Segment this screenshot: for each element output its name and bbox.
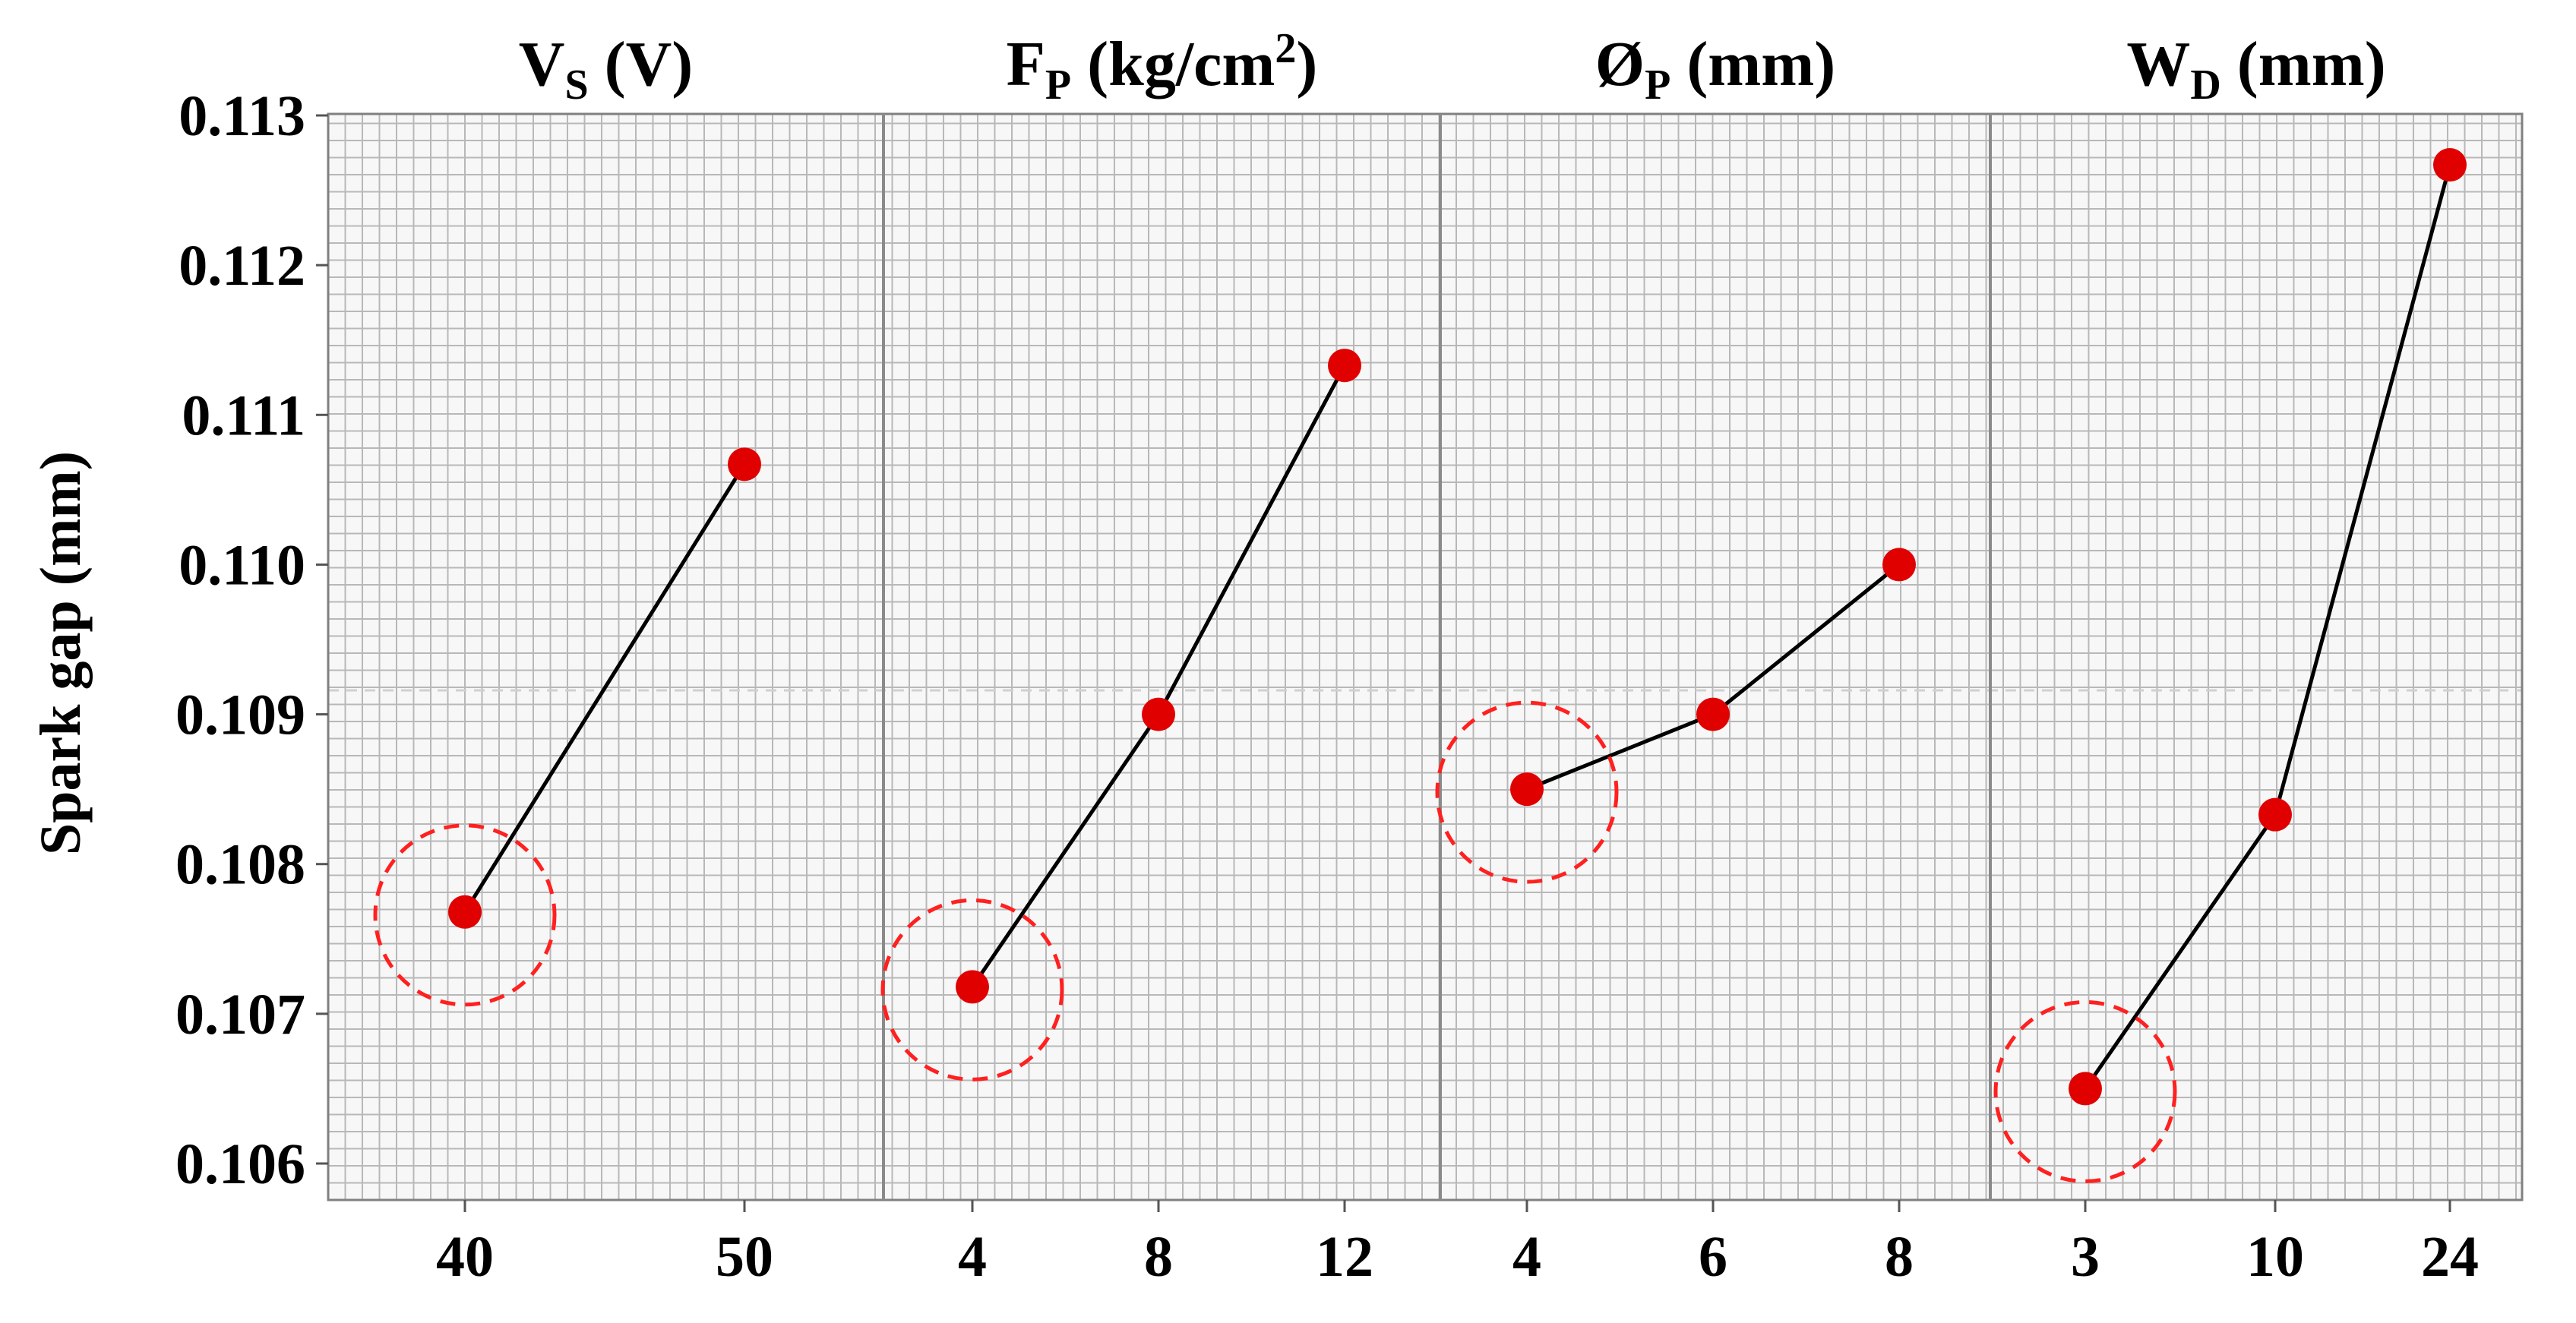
optimal-highlight-circle-vs [373,823,557,1007]
x-tick-label: 8 [1885,1225,1914,1289]
data-point-dp-6 [1696,697,1730,731]
plot-frame [327,112,2524,1201]
panel-title-vs: VS (V) [519,29,693,109]
optimal-highlight-circle-wd [1993,999,2177,1183]
data-point-dp-8 [1882,548,1916,582]
x-tick-label: 3 [2071,1225,2100,1289]
y-tick-label: 0.107 [175,983,305,1047]
y-tick-label: 0.113 [179,84,305,148]
x-tick-label: 4 [1512,1225,1541,1289]
data-point-vs-40 [448,895,482,929]
data-point-fp-12 [1328,349,1361,383]
x-tick-label: 24 [2421,1225,2479,1289]
data-point-fp-8 [1142,697,1175,731]
data-point-wd-10 [2258,797,2292,832]
series-points-layer [373,148,2467,1183]
optimal-highlight-circle-fp [880,898,1064,1081]
y-tick-label: 0.112 [179,234,305,298]
x-tick-label: 50 [716,1225,773,1289]
x-tick-label: 8 [1144,1225,1173,1289]
y-axis-label: Spark gap (mm) [29,451,93,855]
x-tick-label: 4 [958,1225,987,1289]
x-tick-label: 40 [436,1225,494,1289]
x-tick-label: 10 [2246,1225,2304,1289]
y-tick-label: 0.111 [182,384,305,447]
panel-title-wd: WD (mm) [2126,29,2385,109]
data-point-wd-3 [2069,1072,2102,1106]
data-point-fp-4 [956,970,989,1004]
data-point-dp-4 [1510,772,1544,807]
y-tick-label: 0.106 [175,1132,305,1196]
y-tick-label: 0.108 [175,833,305,897]
panel-title-fp: FP (kg/cm2) [1007,25,1318,109]
x-tick-label: 12 [1316,1225,1373,1289]
x-tick-label: 6 [1699,1225,1727,1289]
grid-layer [327,114,2522,1201]
panel-title-dp: ØP (mm) [1595,29,1835,109]
y-tick-label: 0.109 [175,684,305,747]
frame-layer [316,112,2524,1212]
text-layer: Spark gap (mm) 0.106 0.107 0.108 0.109 0.110… [29,25,2479,1289]
optimal-highlight-circle-dp [1435,700,1619,884]
y-tick-label: 0.110 [179,533,305,597]
data-point-wd-24 [2433,148,2467,182]
data-point-vs-50 [728,447,761,482]
series-line-vs [463,463,747,914]
